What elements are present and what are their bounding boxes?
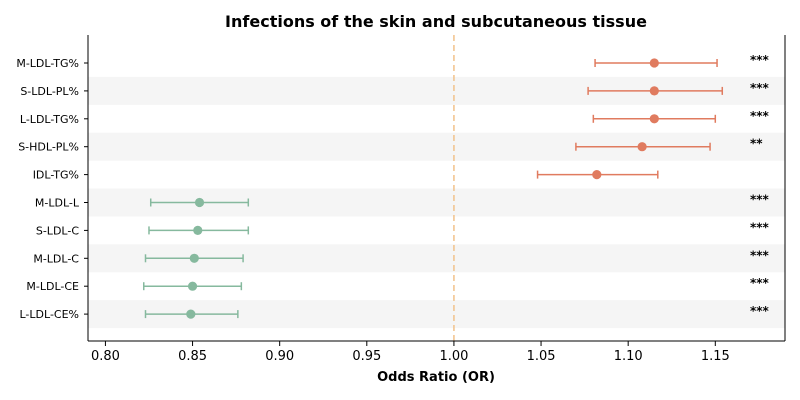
or-point bbox=[193, 225, 203, 235]
y-tick-labels: M-LDL-TG% S-LDL-PL% L-LDL-TG% S-HDL-PL% IDL-… bbox=[16, 57, 88, 321]
x-tick-label: 1.10 bbox=[614, 349, 643, 364]
x-tick-label: 1.00 bbox=[439, 349, 468, 364]
y-tick-label: L-LDL-CE% bbox=[20, 308, 80, 321]
y-tick-label: S-HDL-PL% bbox=[18, 141, 79, 154]
x-tick-label: 1.05 bbox=[527, 349, 556, 364]
or-point bbox=[187, 281, 198, 291]
or-point bbox=[194, 197, 205, 208]
significance-labels: ************************** bbox=[750, 53, 770, 318]
significance-label: *** bbox=[750, 220, 770, 234]
significance-label: *** bbox=[750, 109, 770, 123]
y-tick-label: M-LDL-C bbox=[33, 252, 79, 265]
y-tick-label: S-LDL-PL% bbox=[20, 85, 79, 98]
x-ticks: 0.80 0.85 0.90 0.95 1.00 1.05 1.10 1.15 bbox=[91, 341, 730, 364]
or-point bbox=[186, 309, 196, 319]
or-point bbox=[649, 114, 659, 124]
significance-label: *** bbox=[750, 276, 770, 290]
or-point bbox=[637, 142, 647, 152]
y-tick-label: M-LDL-L bbox=[35, 197, 80, 210]
y-tick-label: IDL-TG% bbox=[33, 169, 79, 182]
y-tick-label: S-LDL-C bbox=[36, 224, 79, 237]
y-tick-label: M-LDL-TG% bbox=[16, 57, 79, 70]
significance-label: *** bbox=[750, 81, 770, 95]
x-axis-label: Odds Ratio (OR) bbox=[377, 370, 495, 385]
significance-label: *** bbox=[750, 53, 770, 67]
or-point bbox=[592, 170, 602, 180]
chart-title: Infections of the skin and subcutaneous … bbox=[225, 12, 647, 31]
x-tick-label: 0.85 bbox=[178, 349, 207, 364]
axes bbox=[87, 35, 786, 342]
or-point bbox=[649, 86, 659, 96]
significance-label: *** bbox=[750, 304, 770, 318]
or-point bbox=[649, 58, 659, 68]
y-tick-label: M-LDL-CE bbox=[26, 280, 79, 293]
x-tick-label: 1.15 bbox=[701, 349, 730, 364]
y-tick-label: L-LDL-TG% bbox=[20, 113, 79, 126]
significance-label: ** bbox=[750, 137, 763, 151]
significance-label: *** bbox=[750, 193, 770, 207]
or-point bbox=[189, 253, 199, 263]
marks bbox=[143, 58, 724, 319]
significance-label: *** bbox=[750, 248, 770, 262]
x-tick-label: 0.80 bbox=[91, 349, 120, 364]
x-tick-label: 0.95 bbox=[352, 349, 381, 364]
x-tick-label: 0.90 bbox=[265, 349, 294, 364]
